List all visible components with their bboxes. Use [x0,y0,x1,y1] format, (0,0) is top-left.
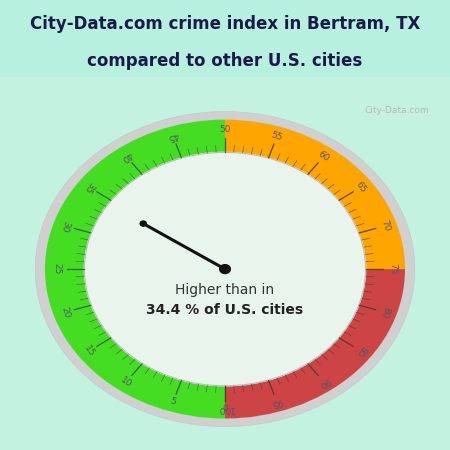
Text: 30: 30 [59,219,71,233]
Text: 0: 0 [222,404,228,413]
Text: compared to other U.S. cities: compared to other U.S. cities [87,52,363,70]
Text: 70: 70 [379,219,391,233]
Text: 5: 5 [169,397,177,407]
Text: 45: 45 [166,130,180,142]
Text: 90: 90 [316,375,331,389]
Text: 75: 75 [389,263,398,275]
Text: City-Data.com: City-Data.com [364,106,429,115]
Text: Higher than in: Higher than in [176,283,274,297]
Text: 40: 40 [119,149,133,163]
Text: 100: 100 [216,404,234,413]
Text: 50: 50 [219,125,231,134]
Circle shape [85,153,365,386]
Wedge shape [225,120,405,269]
Text: City-Data.com crime index in Bertram, TX: City-Data.com crime index in Bertram, TX [30,15,420,33]
Text: 85: 85 [354,344,368,359]
Text: 65: 65 [354,180,368,194]
Text: 55: 55 [270,130,284,142]
Text: 34.4 % of U.S. cities: 34.4 % of U.S. cities [146,303,304,317]
Wedge shape [45,120,225,418]
Text: 95: 95 [270,396,284,408]
Circle shape [140,221,146,226]
Text: 35: 35 [82,180,96,194]
Wedge shape [35,112,415,427]
Text: 15: 15 [82,344,96,359]
Text: 20: 20 [59,306,71,319]
Text: 25: 25 [52,263,61,275]
Text: 80: 80 [379,306,391,319]
Circle shape [220,265,230,274]
Wedge shape [225,269,405,418]
Text: 60: 60 [316,149,331,163]
Text: 10: 10 [119,375,134,389]
